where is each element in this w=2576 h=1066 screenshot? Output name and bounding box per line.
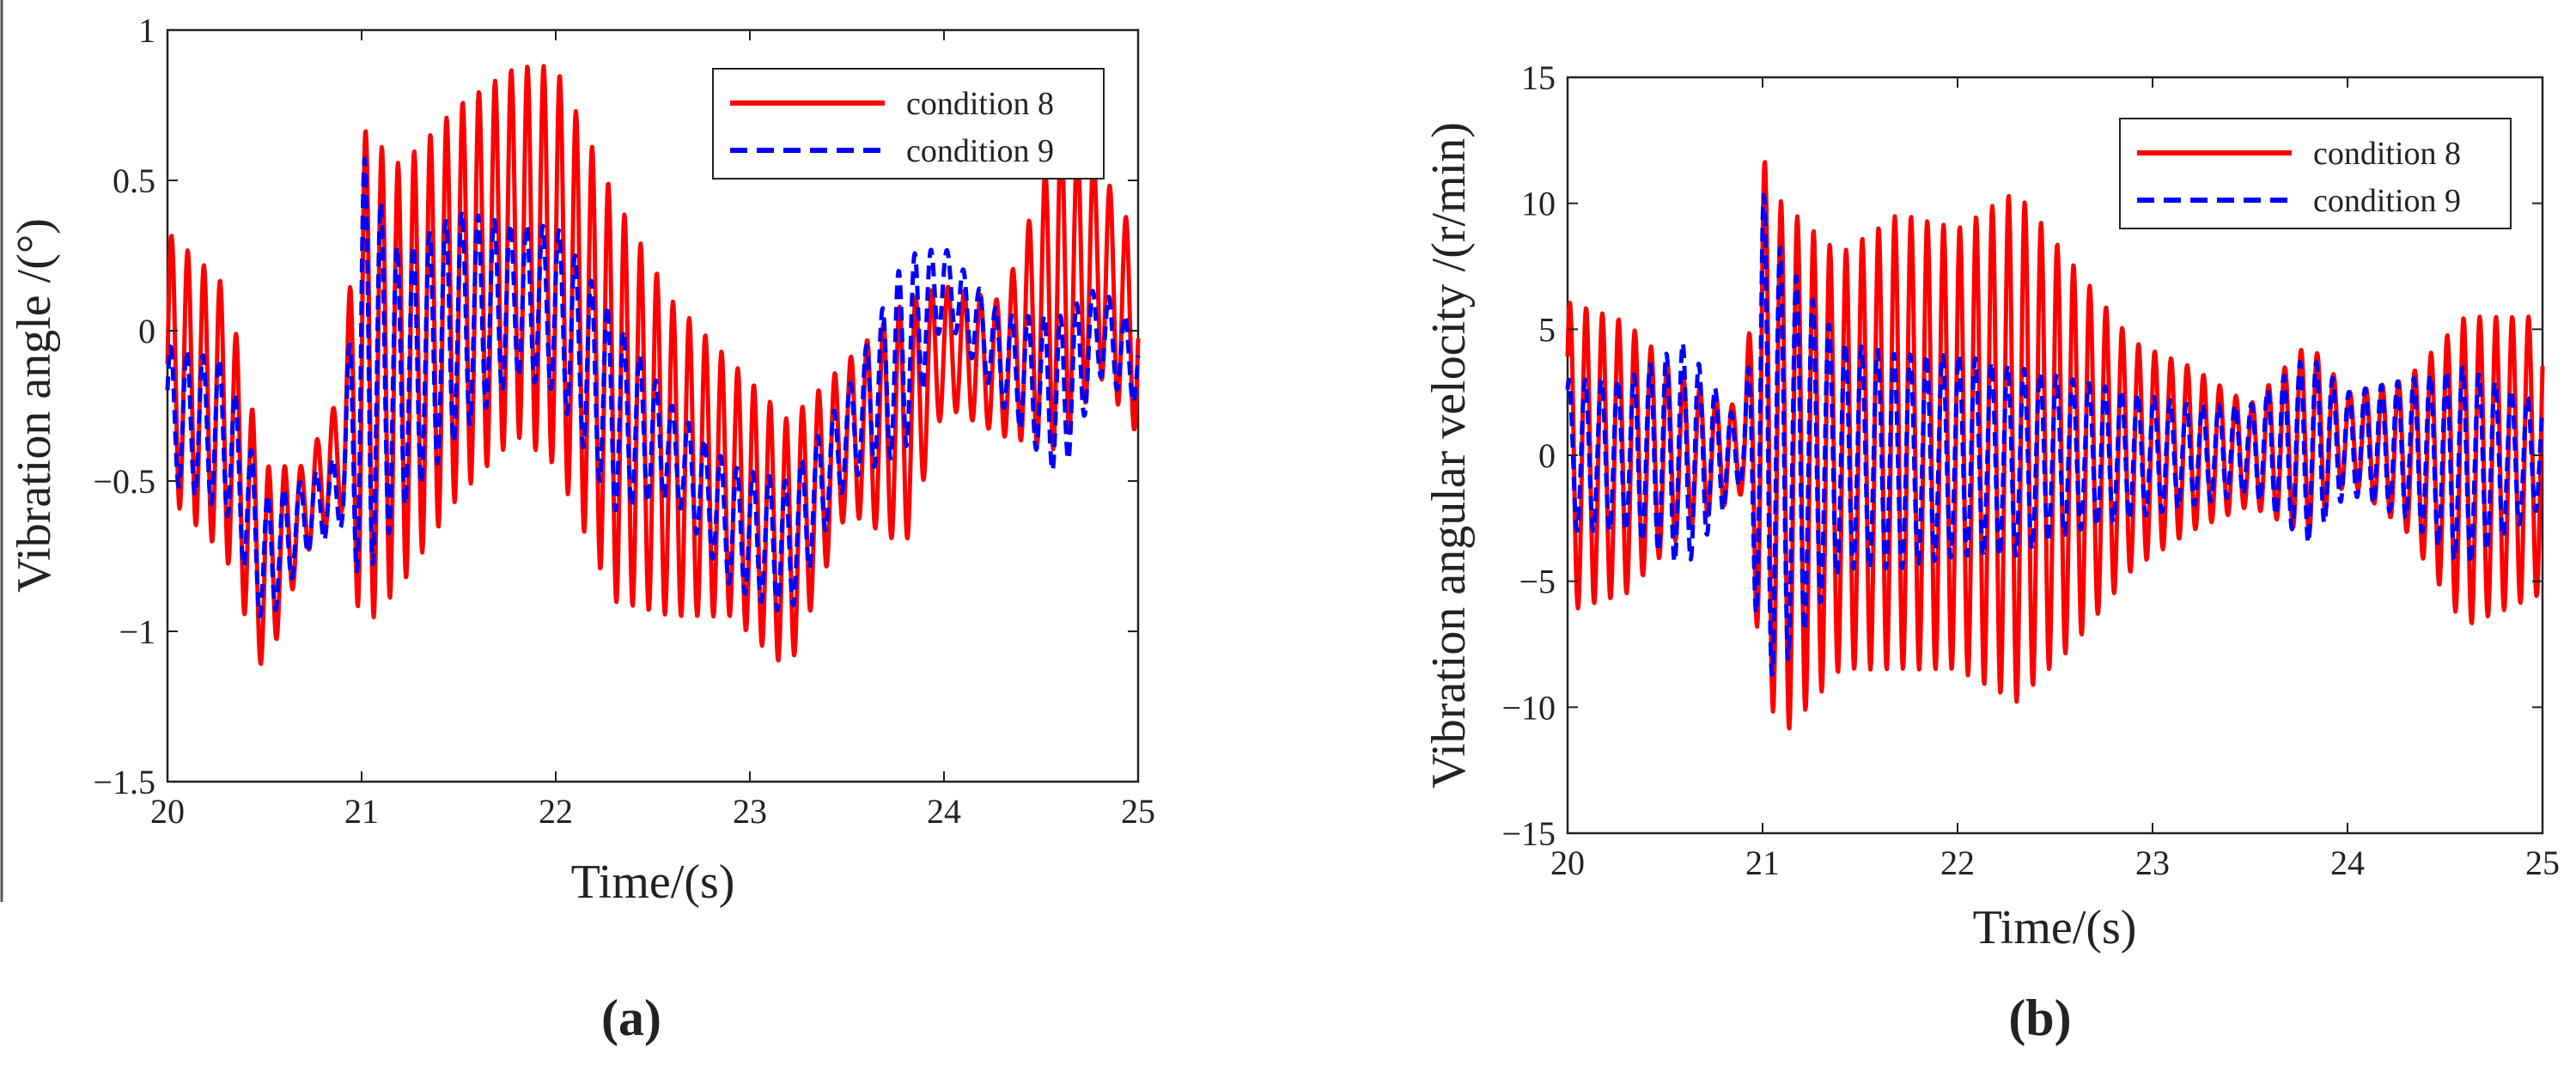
y-tick-label-a: −0.5: [93, 462, 155, 501]
y-tick-label-a: −1: [119, 612, 155, 651]
x-axis-label-a: Time/(s): [571, 856, 735, 909]
y-tick-label-b: 10: [1521, 185, 1556, 223]
y-tick-label-b: −15: [1501, 814, 1556, 853]
series-group-b: [1565, 160, 2545, 731]
chart-panel-a: 20 21 22 23 24 25 −1.5 −1 −0.5 0 0.5 1 Time/(s) Vib…: [8, 11, 1155, 1046]
series-line-condition-9-b: [1565, 192, 2545, 677]
y-tick-label-a: 0: [138, 312, 155, 350]
panel-label-a: (a): [601, 990, 661, 1046]
legend-label-condition-9-a: condition 9: [906, 133, 1054, 169]
x-tick-label-a: 23: [733, 792, 767, 831]
y-tick-label-b: −5: [1519, 563, 1556, 601]
y-tick-label-b: 15: [1521, 58, 1556, 97]
x-tick-label-a: 20: [150, 792, 185, 831]
legend-box-b: [2119, 118, 2512, 229]
y-axis-label-b: Vibration angular velocity /(r/min): [1422, 122, 1476, 789]
x-tick-label-b: 21: [1745, 844, 1780, 882]
x-tick-label-b: 25: [2525, 844, 2560, 882]
series-group-a: [165, 64, 1141, 667]
chart-panel-b: 20 21 22 23 24 25 −15 −10 −5 0 5 10 15 Time/(s) Vibr…: [1422, 58, 2560, 1046]
legend-a: condition 8 condition 9: [712, 68, 1105, 180]
x-tick-label-a: 24: [927, 792, 961, 831]
x-tick-label-b: 23: [2135, 844, 2170, 882]
x-tick-label-a: 22: [539, 792, 573, 831]
y-tick-label-b: −10: [1501, 688, 1556, 727]
x-tick-label-b: 20: [1550, 844, 1585, 882]
y-axis-label-a: Vibration angle /(°): [8, 218, 61, 593]
y-tick-label-a: 0.5: [113, 161, 155, 200]
series-line-condition-9-a: [165, 156, 1141, 618]
ticks-group-a: 20 21 22 23 24 25 −1.5 −1 −0.5 0 0.5 1: [93, 11, 1155, 831]
ticks-group-b: 20 21 22 23 24 25 −15 −10 −5 0 5 10 15: [1501, 58, 2560, 882]
y-tick-label-b: 5: [1538, 310, 1556, 349]
y-tick-label-b: 0: [1538, 436, 1556, 475]
x-tick-label-b: 22: [1940, 844, 1975, 882]
legend-box-a: [712, 68, 1105, 180]
x-axis-label-b: Time/(s): [1973, 901, 2137, 954]
panel-label-b: (b): [2008, 990, 2071, 1046]
y-tick-label-a: −1.5: [93, 763, 155, 801]
legend-b: condition 8 condition 9: [2119, 118, 2512, 229]
x-tick-label-b: 24: [2330, 844, 2365, 882]
legend-label-condition-8-b: condition 8: [2313, 136, 2461, 172]
legend-label-condition-9-b: condition 9: [2313, 183, 2461, 219]
legend-label-condition-8-a: condition 8: [906, 86, 1054, 122]
x-tick-label-a: 21: [344, 792, 379, 831]
y-tick-label-a: 1: [138, 11, 155, 50]
x-tick-label-a: 25: [1121, 792, 1155, 831]
